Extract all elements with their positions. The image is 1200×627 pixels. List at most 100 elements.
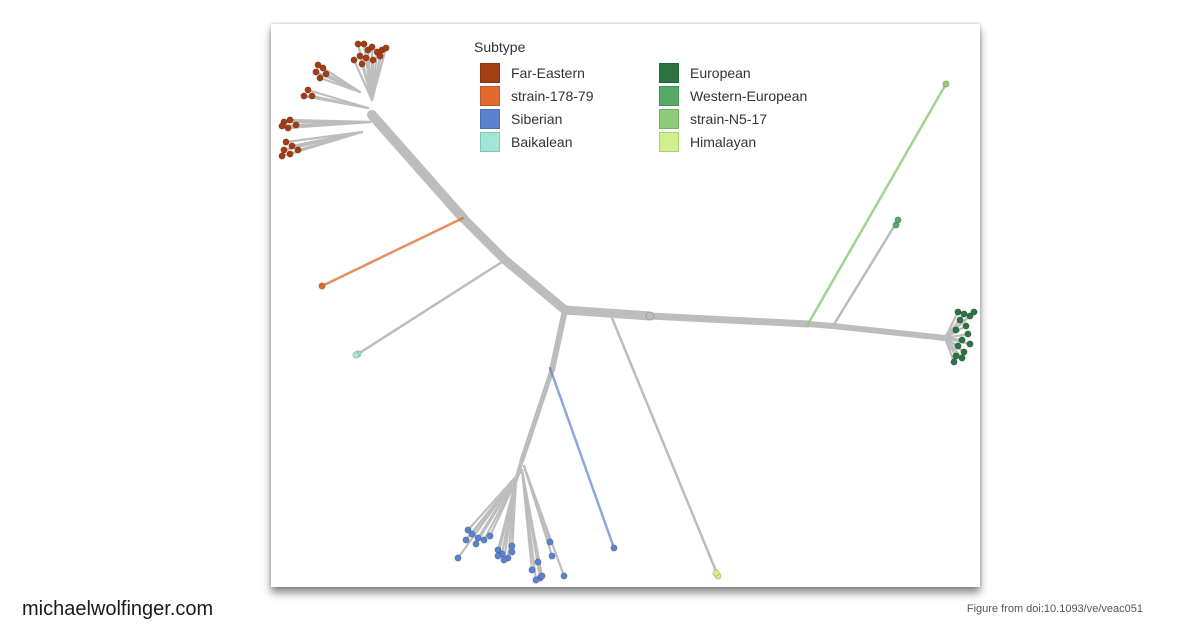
siberian-tip xyxy=(508,548,516,556)
far-eastern-tip xyxy=(294,146,302,154)
far-eastern-tip xyxy=(376,52,384,60)
tree-branch xyxy=(520,468,534,572)
far-eastern-tip xyxy=(286,116,294,124)
legend-item-himalayan: Himalayan xyxy=(659,132,756,152)
figure-card: Subtype Far-Eastern strain-178-79 Siberi… xyxy=(271,24,980,587)
backbone-branch xyxy=(805,321,836,329)
tree-branch xyxy=(522,464,566,578)
far-eastern-tip xyxy=(316,74,324,82)
legend-item-strain-178-79: strain-178-79 xyxy=(480,86,594,106)
tree-branch xyxy=(360,62,374,102)
far-eastern-tip xyxy=(312,68,320,76)
legend-swatch xyxy=(659,109,679,129)
legend-item-european: European xyxy=(659,63,751,83)
tree-branch xyxy=(370,54,382,102)
backbone-branch xyxy=(560,305,655,321)
legend-label: Himalayan xyxy=(690,134,757,150)
far-eastern-tip xyxy=(292,121,300,129)
backbone-branch xyxy=(458,213,510,265)
legend-swatch xyxy=(480,63,500,83)
european-tip xyxy=(952,352,960,360)
legend-swatch xyxy=(659,86,679,106)
tree-branches xyxy=(280,42,976,582)
western-european-tip xyxy=(892,221,900,229)
siberian-tip xyxy=(532,576,540,584)
tree-branch xyxy=(352,58,374,102)
siberian-tip xyxy=(528,566,536,574)
european-tip xyxy=(960,348,968,356)
siberian-tip xyxy=(454,554,462,562)
tree-branch xyxy=(314,70,362,94)
siberian-tip xyxy=(480,536,488,544)
siberian-tip xyxy=(462,536,470,544)
siberian-tip xyxy=(508,542,516,550)
siberian-tip xyxy=(534,558,542,566)
tree-branch xyxy=(943,336,964,360)
siberian-tip xyxy=(472,540,480,548)
himalayan-branch xyxy=(610,316,720,578)
far-eastern-tip xyxy=(280,146,288,154)
far-eastern-tip xyxy=(382,44,390,52)
siberian-tip xyxy=(610,544,618,552)
tree-branch xyxy=(456,470,522,560)
european-tip xyxy=(966,340,974,348)
far-eastern-tip xyxy=(350,56,358,64)
backbone-branch xyxy=(549,307,568,373)
european-tip xyxy=(950,358,958,366)
siberian-tip xyxy=(468,530,476,538)
site-watermark: michaelwolfinger.com xyxy=(22,598,214,620)
siberian-tip xyxy=(474,534,482,542)
internal-node xyxy=(645,311,655,321)
far-eastern-tip xyxy=(368,43,376,51)
european-tip xyxy=(960,310,968,318)
backbone-branch xyxy=(500,255,570,315)
far-eastern-tip xyxy=(278,122,286,130)
far-eastern-tip xyxy=(284,124,292,132)
tree-branch xyxy=(943,336,956,364)
phylogenetic-tree xyxy=(278,40,978,584)
far-eastern-tip xyxy=(282,138,290,146)
european-tip xyxy=(964,330,972,338)
legend-swatch xyxy=(659,63,679,83)
tree-branch xyxy=(510,478,518,548)
far-eastern-tip xyxy=(304,86,312,94)
tree-branch xyxy=(502,478,518,562)
figure-credit: Figure from doi:10.1093/ve/veac051 xyxy=(966,603,1143,615)
far-eastern-tip xyxy=(288,142,296,150)
tree-branch xyxy=(943,336,972,346)
legend-label: Siberian xyxy=(511,111,563,127)
european-tip xyxy=(954,308,962,316)
european-tip xyxy=(952,326,960,334)
legend-item-far-eastern: Far-Eastern xyxy=(480,63,585,83)
backbone-branch xyxy=(519,367,555,463)
tree-branch xyxy=(943,332,970,340)
siberian-tip xyxy=(538,572,546,580)
far-eastern-tip xyxy=(278,152,286,160)
far-eastern-tip xyxy=(356,52,364,60)
far-eastern-tip xyxy=(322,70,330,78)
strain-178-79-tip xyxy=(318,282,326,290)
himalayan-tip xyxy=(712,569,720,577)
far-eastern-tip xyxy=(286,150,294,158)
legend-swatch xyxy=(480,132,500,152)
european-tip xyxy=(970,308,978,316)
tree-branch xyxy=(496,478,518,558)
legend-swatch xyxy=(659,132,679,152)
european-tip xyxy=(958,354,966,362)
legend-label: Far-Eastern xyxy=(511,65,585,81)
tree-branch xyxy=(520,468,544,578)
legend-title: Subtype xyxy=(474,39,526,55)
legend-label: strain-N5-17 xyxy=(690,111,768,127)
siberian-tip xyxy=(548,552,556,560)
backbone-branch xyxy=(367,110,468,223)
backbone-branch xyxy=(830,323,948,341)
siberian-tip xyxy=(546,538,554,546)
european-tip xyxy=(962,322,970,330)
legend-item-western-european: Western-European xyxy=(659,86,807,106)
european-tip xyxy=(954,342,962,350)
european-tip xyxy=(966,312,974,320)
tree-branch xyxy=(310,94,370,110)
western-european-branch xyxy=(831,218,900,328)
legend-swatch xyxy=(480,86,500,106)
legend-label: strain-178-79 xyxy=(511,88,594,104)
